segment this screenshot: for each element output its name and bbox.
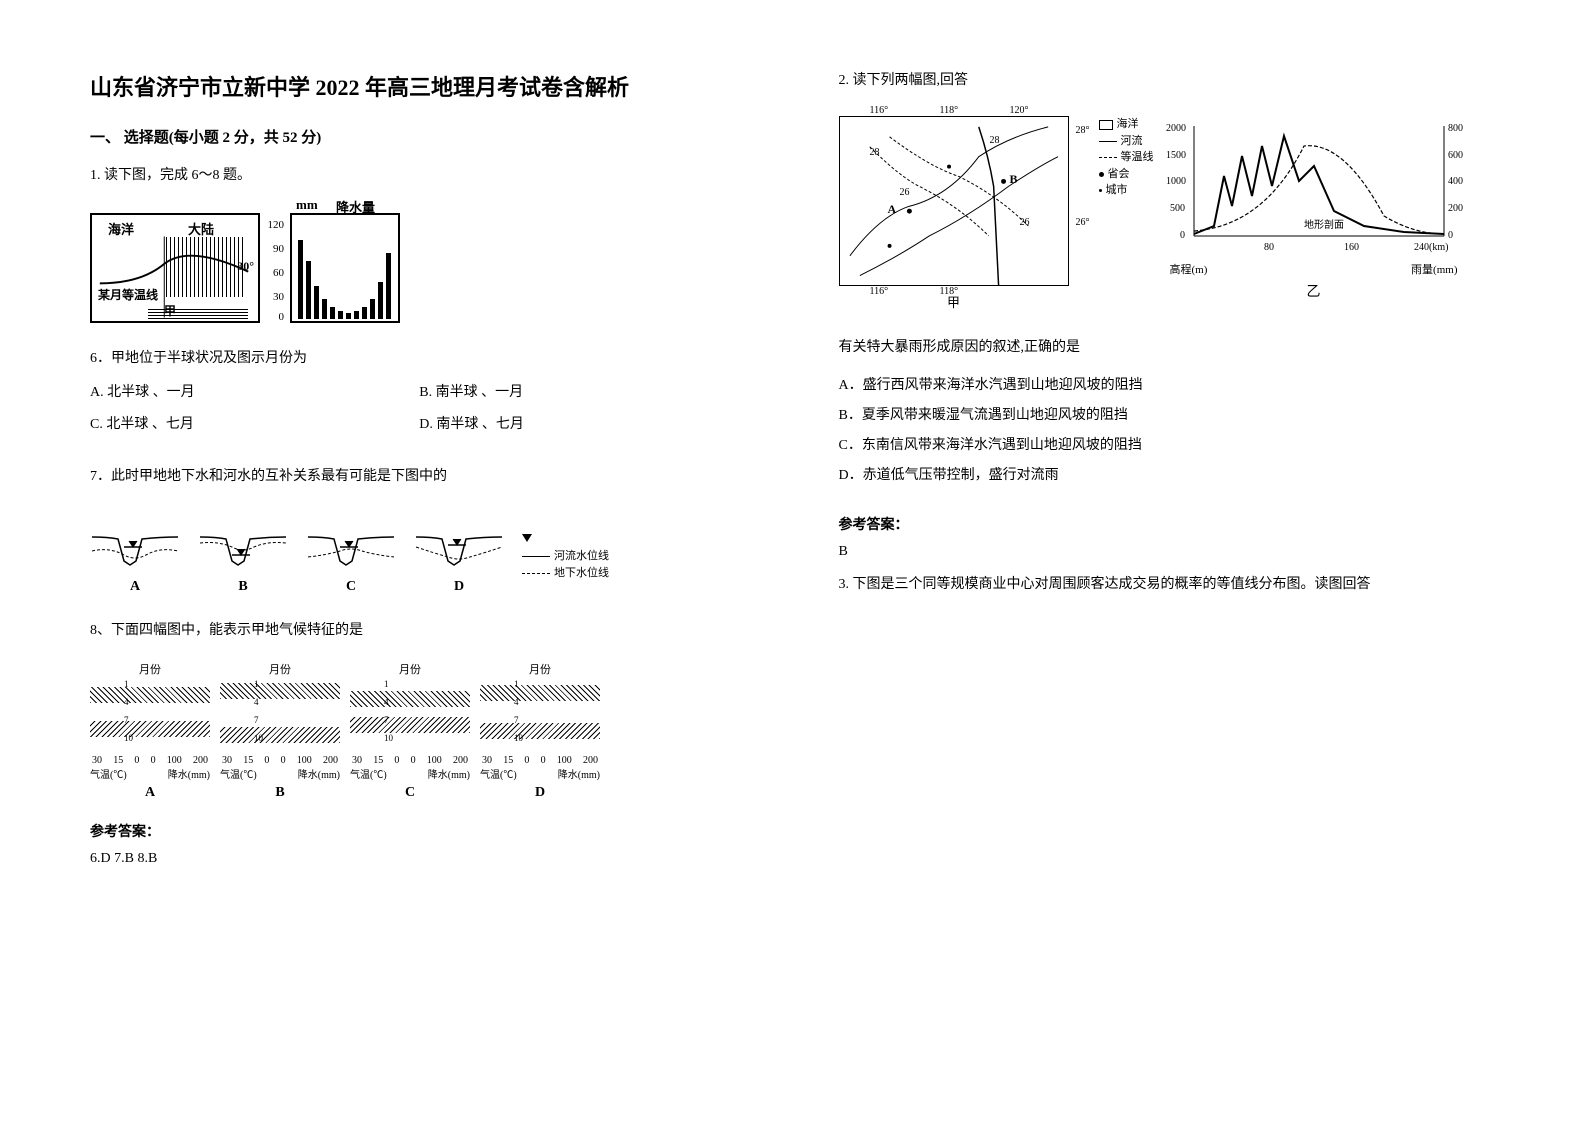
clim-c: 月份 1 4 7 10 301500100200 气温(℃)降水(mm) C [350,661,470,801]
q1-ans: 6.D 7.B 8.B [90,851,749,867]
clim-d: 月份 1 4 7 10 301500100200 气温(℃)降水(mm) D [480,661,600,801]
q1-ans-label: 参考答案： [90,821,749,841]
fig1-yt-2: 60 [273,267,284,279]
xsB: B [198,517,288,595]
fig1-bar [362,307,367,320]
q2-figure: 116° 118° 120° 116° 118° 28° 26° [839,116,1498,311]
fig1-bar [330,307,335,320]
fig2-legend: 河流水位线 地下水位线 [522,530,609,583]
q1-opt6-d: D. 南半球 、七月 [419,413,748,433]
fig1-yt-0: 120 [268,219,285,231]
clim-a-top: 月份 [90,661,210,677]
left-column: 山东省济宁市立新中学 2022 年高三地理月考试卷含解析 一、 选择题(每小题 … [90,70,749,881]
q2-map: 116° 118° 120° 116° 118° 28° 26° [839,116,1069,286]
xsC: C [306,517,396,595]
fig1-bottom-hatch [148,307,248,319]
q1-sub8: 8、下面四幅图中，能表示甲地气候特征的是 [90,619,749,639]
q1-opt6-a: A. 北半球 、一月 [90,381,419,401]
q2-legend: 海洋 河流 等温线 省会 城市 [1099,116,1154,256]
svg-text:500: 500 [1170,203,1185,214]
fig1-bar [314,286,319,319]
q2-ans: B [839,544,1498,560]
q1-opt6-c: C. 北半球 、七月 [90,413,419,433]
svg-text:1500: 1500 [1166,150,1186,161]
fig1-isotherm-label: 某月等温线 [98,286,158,303]
q1-stem: 1. 读下图，完成 6～8 题。 [90,165,749,187]
fig1-bar [322,299,327,320]
fig1-bar [338,311,343,319]
fig1-bar [354,311,359,319]
fig1-bar [378,282,383,320]
q3-stem: 3. 下图是三个同等规模商业中心对周围顾客达成交易的概率的等值线分布图。读图回答 [839,574,1498,596]
xs-lbl-a: A [90,579,180,595]
exam-title: 山东省济宁市立新中学 2022 年高三地理月考试卷含解析 [90,70,749,102]
fig2-legend-river: 河流水位线 [554,550,609,562]
fig1-yt-3: 30 [273,291,284,303]
xs-lbl-b: B [198,579,288,595]
xs-lbl-d: D [414,579,504,595]
clim-a: 月份 1 4 7 10 301500100200 气温(℃)降水(mm) A [90,661,210,801]
q2-map-wrap: 116° 118° 120° 116° 118° 28° 26° [839,116,1069,311]
q2-qline: 有关特大暴雨形成原因的叙述,正确的是 [839,337,1498,359]
fig1-bar [386,253,391,320]
q1-figure-cross-sections: A B C [90,517,749,595]
q2-opt-d: D．赤道低气压带控制，盛行对流雨 [839,464,1498,484]
fig1-isotherm-panel: 海洋 大陆 30° 某月等温线 甲 [90,213,260,323]
svg-text:400: 400 [1448,176,1463,187]
svg-text:0: 0 [1180,230,1185,241]
right-column: 2. 读下列两幅图,回答 116° 118° 120° 116° 118° 28… [839,70,1498,881]
svg-text:1000: 1000 [1166,176,1186,187]
fig1-precip-chart: mm 降水量 120 90 60 30 0 [290,213,400,323]
q2-opts: A．盛行西风带来海洋水汽遇到山地迎风坡的阻挡 B．夏季风带来暖湿气流遇到山地迎风… [839,374,1498,494]
svg-text:160: 160 [1344,242,1359,253]
svg-text:800: 800 [1448,123,1463,134]
fig1-precip-title: 降水量 [336,197,375,216]
fig1-precip-unit: mm [296,197,318,213]
fig1-yt-4: 0 [279,311,285,323]
fig2-legend-ground: 地下水位线 [554,567,609,579]
q1-opts6: A. 北半球 、一月 B. 南半球 、一月 C. 北半球 、七月 D. 南半球 … [90,381,749,445]
svg-text:2000: 2000 [1166,123,1186,134]
xsD: D [414,517,504,595]
clim-b: 月份 1 4 7 10 301500100200 气温(℃)降水(mm) B [220,661,340,801]
svg-text:0: 0 [1448,230,1453,241]
q1-sub6: 6．甲地位于半球状况及图示月份为 [90,347,749,367]
q2-opt-c: C．东南信风带来海洋水汽遇到山地迎风坡的阻挡 [839,434,1498,454]
fig1-yt-1: 90 [273,243,284,255]
xs-lbl-c: C [306,579,396,595]
fig1-bar [346,313,351,320]
xsA: A [90,517,180,595]
svg-text:80: 80 [1264,242,1274,253]
q2-opt-b: B．夏季风带来暖湿气流遇到山地迎风坡的阻挡 [839,404,1498,424]
q1-sub7: 7．此时甲地地下水和河水的互补关系最有可能是下图中的 [90,465,749,485]
q2-opt-a: A．盛行西风带来海洋水汽遇到山地迎风坡的阻挡 [839,374,1498,394]
svg-text:地形剖面: 地形剖面 [1304,218,1344,231]
svg-text:200: 200 [1448,203,1463,214]
q1-opt6-b: B. 南半球 、一月 [419,381,748,401]
fig1-bar [370,299,375,320]
fig1-bar [298,240,303,319]
q2-right-block: 海洋 河流 等温线 省会 城市 [1099,116,1464,256]
svg-text:600: 600 [1448,150,1463,161]
q1-figure-climate: 月份 1 4 7 10 301500100200 气温(℃)降水(mm) A 月… [90,661,749,801]
q2-chart-cap: 乙 [1164,281,1464,301]
section-1-heading: 一、 选择题(每小题 2 分，共 52 分) [90,126,749,147]
q1-figure-isotherm-precip: 海洋 大陆 30° 某月等温线 甲 mm 降水量 120 90 60 30 0 [90,213,749,323]
svg-text:240(km): 240(km) [1414,242,1448,253]
q2-stem: 2. 读下列两幅图,回答 [839,70,1498,92]
q2-ans-label: 参考答案： [839,514,1498,534]
q2-chart: 2000 1500 1000 500 0 800 600 400 200 0 [1164,116,1464,256]
fig1-bar [306,261,311,319]
